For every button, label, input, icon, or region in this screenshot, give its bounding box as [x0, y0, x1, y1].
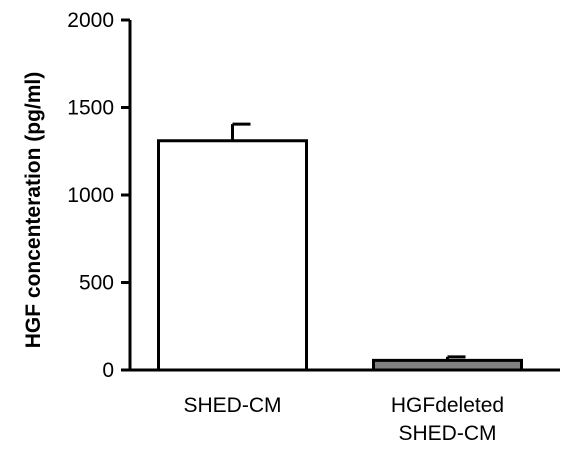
x-category-label: SHED-CM — [399, 422, 497, 445]
y-tick-label: 0 — [102, 359, 114, 382]
y-tick-label: 500 — [79, 272, 114, 295]
bar — [157, 139, 308, 372]
y-axis-title: HGF concenteration (pg/ml) — [22, 72, 45, 349]
chart-labels: 0 500 1000 1500 2000 HGF concenteration (pg/m… — [22, 9, 504, 445]
y-tick-label: 1500 — [67, 97, 114, 120]
bar — [372, 358, 523, 372]
y-tick-label: 2000 — [67, 9, 114, 32]
chart-bars — [157, 122, 523, 372]
y-tick-label: 1000 — [67, 184, 114, 207]
x-category-label: SHED-CM — [184, 394, 282, 417]
x-category-label: HGFdeleted — [391, 394, 504, 417]
